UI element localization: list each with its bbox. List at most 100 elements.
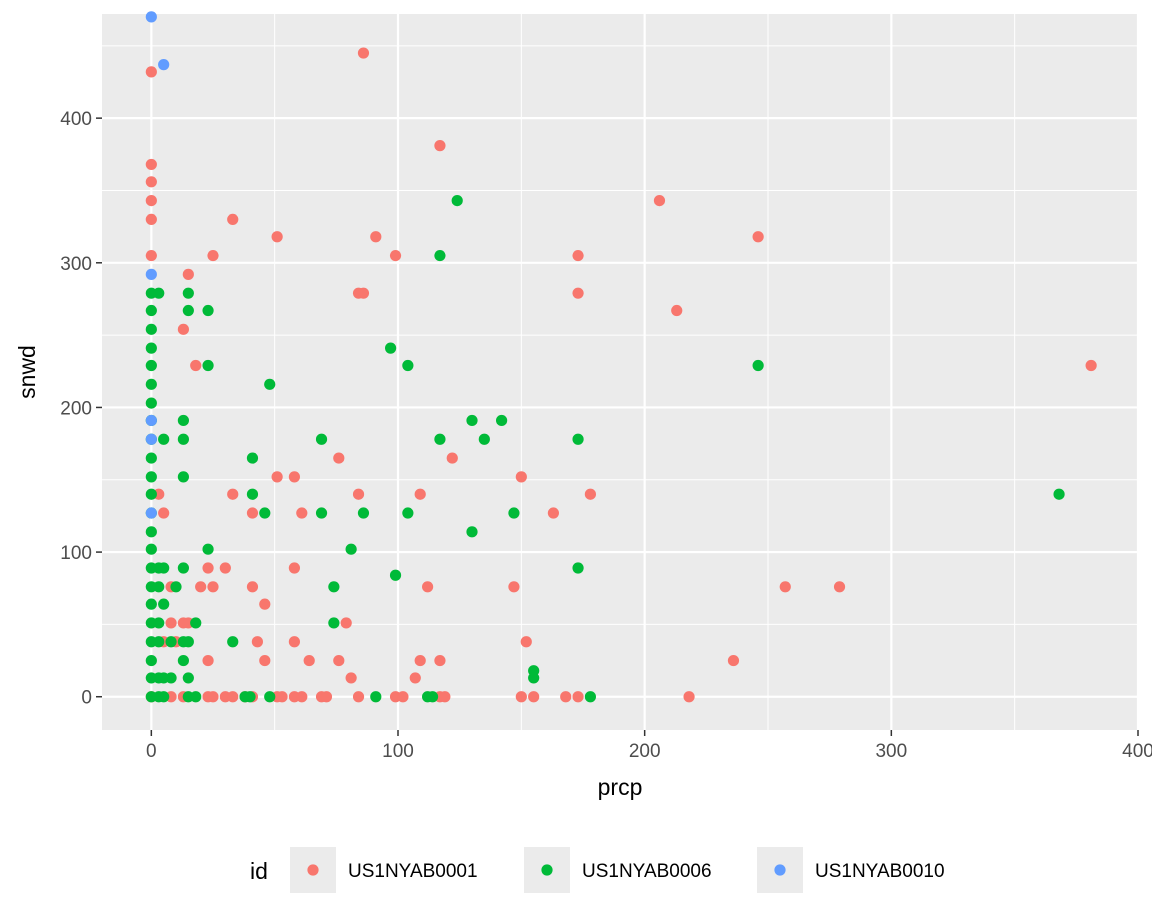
data-point bbox=[145, 66, 157, 78]
data-point bbox=[409, 672, 421, 684]
data-point bbox=[158, 507, 170, 519]
data-point bbox=[182, 636, 194, 648]
data-point bbox=[434, 654, 446, 667]
data-point bbox=[153, 287, 165, 299]
data-point bbox=[446, 452, 458, 464]
data-point bbox=[246, 452, 259, 464]
data-point bbox=[153, 636, 165, 648]
data-point bbox=[177, 433, 189, 445]
y-tick-label: 200 bbox=[60, 398, 92, 419]
legend-label: US1NYAB0006 bbox=[582, 861, 712, 882]
data-point bbox=[288, 636, 300, 648]
data-point bbox=[345, 543, 357, 555]
data-point bbox=[671, 304, 683, 317]
data-point bbox=[177, 323, 189, 335]
data-point bbox=[145, 433, 157, 445]
data-point bbox=[259, 598, 271, 610]
data-point bbox=[683, 691, 695, 703]
data-point bbox=[165, 672, 177, 684]
data-point bbox=[333, 452, 345, 464]
data-point bbox=[145, 158, 157, 171]
data-point bbox=[227, 488, 239, 500]
data-point bbox=[402, 507, 414, 519]
data-point bbox=[572, 433, 584, 445]
data-point bbox=[153, 581, 165, 593]
data-point bbox=[357, 507, 370, 519]
legend-label: US1NYAB0010 bbox=[815, 861, 945, 882]
data-point bbox=[177, 654, 189, 667]
data-point bbox=[145, 598, 157, 610]
data-point bbox=[158, 433, 170, 445]
y-tick-label: 0 bbox=[81, 688, 92, 709]
data-point bbox=[288, 471, 300, 483]
data-point bbox=[145, 526, 157, 538]
data-point bbox=[528, 672, 540, 684]
data-point bbox=[264, 691, 276, 703]
data-point bbox=[466, 526, 478, 538]
data-point bbox=[414, 654, 426, 667]
data-point bbox=[165, 636, 177, 648]
data-point bbox=[584, 488, 597, 500]
data-point bbox=[422, 581, 434, 593]
data-point bbox=[219, 562, 231, 574]
data-point bbox=[315, 433, 328, 445]
y-axis-ticks: 0 100 200 300 400 bbox=[60, 109, 102, 709]
data-points bbox=[145, 11, 1097, 703]
data-point bbox=[158, 691, 170, 703]
data-point bbox=[466, 414, 478, 427]
data-point bbox=[202, 654, 214, 667]
data-point bbox=[271, 471, 283, 483]
data-point bbox=[251, 636, 263, 648]
data-point bbox=[345, 672, 357, 684]
y-axis-title: snwd bbox=[14, 345, 40, 399]
data-point bbox=[572, 287, 584, 299]
data-point bbox=[202, 543, 214, 555]
data-point bbox=[165, 617, 177, 629]
data-point bbox=[182, 287, 194, 299]
data-point bbox=[182, 672, 194, 684]
x-tick-label: 300 bbox=[875, 741, 907, 762]
data-point bbox=[288, 562, 300, 574]
data-point bbox=[145, 543, 157, 555]
data-point bbox=[264, 378, 276, 390]
data-point bbox=[333, 654, 345, 667]
major-gridlines bbox=[102, 14, 1140, 730]
data-point bbox=[434, 433, 446, 445]
data-point bbox=[145, 11, 157, 23]
data-point bbox=[145, 268, 157, 280]
data-point bbox=[434, 249, 446, 262]
data-point bbox=[1053, 488, 1065, 500]
data-point bbox=[296, 507, 308, 519]
data-point bbox=[572, 562, 584, 574]
plot-panel bbox=[102, 14, 1138, 730]
data-point bbox=[402, 359, 414, 372]
data-point bbox=[370, 231, 382, 243]
data-point bbox=[315, 507, 328, 519]
data-point bbox=[177, 471, 189, 483]
data-point bbox=[528, 691, 540, 703]
x-tick-label: 200 bbox=[629, 741, 661, 762]
legend: id US1NYAB0001 US1NYAB0006 US1NYAB0010 bbox=[250, 847, 945, 893]
data-point bbox=[145, 654, 157, 667]
data-point bbox=[560, 691, 572, 703]
data-point bbox=[202, 304, 214, 317]
data-point bbox=[207, 581, 219, 593]
data-point bbox=[158, 598, 170, 610]
data-point bbox=[352, 691, 365, 703]
data-point bbox=[515, 691, 527, 703]
data-point bbox=[177, 562, 189, 574]
data-point bbox=[170, 581, 182, 593]
data-point bbox=[496, 414, 508, 427]
legend-key-point bbox=[774, 864, 786, 876]
data-point bbox=[246, 581, 259, 593]
data-point bbox=[145, 342, 157, 354]
data-point bbox=[145, 471, 157, 483]
legend-key-point bbox=[307, 864, 319, 876]
y-tick-label: 400 bbox=[60, 109, 92, 130]
data-point bbox=[246, 507, 259, 519]
data-point bbox=[515, 471, 527, 483]
data-point bbox=[328, 581, 340, 593]
data-point bbox=[145, 414, 157, 427]
y-tick-label: 100 bbox=[60, 543, 92, 564]
y-tick-label: 300 bbox=[60, 254, 92, 275]
